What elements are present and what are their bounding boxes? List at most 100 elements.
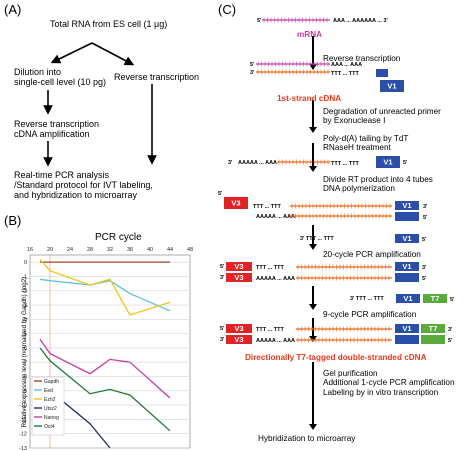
x-tick-label: 16 (27, 247, 33, 253)
chart-title: PCR cycle (95, 232, 142, 243)
x-tick-label: 20 (47, 247, 53, 253)
five-prime-label: 5' (423, 215, 428, 221)
five-prime-label: 5' (220, 326, 225, 332)
panel-c-label: (C) (218, 2, 237, 17)
legend-label: Eed (44, 388, 53, 394)
v3-primer (224, 197, 248, 209)
y-tick-label: -3 (22, 303, 27, 309)
x-tick-label: 24 (67, 247, 73, 253)
flow-arrowhead (309, 244, 317, 250)
v1-primer-label: V1 (402, 234, 411, 243)
cdna-polyT: TTT ... TTT (331, 71, 359, 77)
y-tick-label: -2 (22, 289, 27, 295)
t7-primer (423, 294, 447, 303)
v1-block-label: V1 (402, 324, 411, 333)
legend-label: Oct4 (44, 424, 55, 430)
three-prime-label: 3' (220, 275, 225, 281)
three-prime-label: 3' (448, 327, 453, 333)
y-tick-label: -5 (22, 332, 27, 338)
t7-block-label: T7 (429, 324, 438, 333)
y-tick-label: 0 (24, 260, 27, 266)
step-hybridization: Hybridization to microarray (258, 434, 356, 443)
five-prime-label: 5' (450, 297, 455, 303)
step-9-cycle: 9-cycle PCR amplification (323, 310, 417, 319)
legend-label: Nanog (44, 415, 59, 421)
five-prime-label: 5' (403, 160, 408, 166)
y-tick-label: -11 (19, 417, 27, 423)
five-prime-label: 5' (250, 62, 255, 68)
y-tick-label: -9 (22, 389, 27, 395)
step-polyA-tailing: Poly-d(A) tailing by TdT RNaseH treatment (323, 134, 409, 153)
v3-polyT: TTT ... TTT (256, 265, 284, 271)
series-line-oct4 (39, 347, 171, 432)
x-tick-label: 48 (187, 247, 193, 253)
three-prime-label: 3' (228, 160, 233, 166)
y-tick-label: -7 (22, 360, 27, 366)
v1-primer-label: V1 (403, 294, 412, 303)
three-prime-label: 3' (220, 337, 225, 343)
series-line-ezh2 (39, 258, 171, 316)
five-prime-label: 5' (422, 276, 427, 282)
t7-block (421, 324, 445, 333)
mrna-label: mRNA (297, 30, 323, 39)
v3-polyT: TTT ... TTT (256, 327, 284, 333)
polyA-tail: AAAAA ... AAA (256, 214, 295, 220)
x-tick-label: 32 (107, 247, 113, 253)
y-tick-label: -13 (19, 446, 27, 451)
flow-arrowhead (309, 166, 317, 172)
flow-arrowhead (309, 424, 317, 430)
total-rna-text: Total RNA from ES cell (1 µg) (50, 19, 168, 29)
v1-block (395, 262, 419, 271)
t7-block-complement (421, 335, 445, 344)
three-prime-label: 3' (423, 204, 428, 210)
x-tick-label: 44 (167, 247, 173, 253)
v3-polyT: TTT ... TTT (253, 204, 281, 210)
five-prime-label: 5' (448, 338, 453, 344)
polyA-tail: AAAAA ... AAA (256, 338, 295, 344)
mrna-polyA: AAA ... AAA (331, 62, 362, 68)
v1-block-label: V1 (402, 262, 411, 271)
y-tick-label: -10 (19, 403, 27, 409)
polyT-primer: 3' TTT ... TTT (350, 296, 384, 302)
t7-primer-label: T7 (431, 294, 440, 303)
step-reverse-transcription: Reverse transcription (323, 54, 401, 63)
y-tick-label: -8 (22, 375, 27, 381)
v3-block-complement (226, 335, 252, 344)
x-tick-label: 28 (87, 247, 93, 253)
step-gel-purification: Gel purification Additional 1-cycle PCR a… (323, 369, 455, 397)
v1-primer (395, 234, 419, 243)
step-divide: Divide RT product into 4 tubes DNA polyme… (323, 175, 433, 194)
flow-arrowhead (309, 127, 317, 133)
y-tick-label: -6 (22, 346, 27, 352)
y-tick-label: -12 (19, 432, 27, 438)
legend-label: Utsz2 (44, 406, 57, 412)
final-analysis-text: Real-time PCR analysis/Standard protocol… (14, 170, 153, 201)
v1-tail (376, 69, 388, 77)
polyA-tail: AAAAA ... AAA (238, 160, 277, 166)
v1-primer (395, 201, 419, 210)
panel-a-label: (A) (4, 2, 22, 17)
dilution-text: Dilution into single-cell level (10 pg) (14, 67, 107, 88)
v1-primer (380, 80, 404, 92)
legend-label: Ezh2 (44, 397, 56, 403)
v3-block-complement (226, 273, 252, 282)
three-prime-label: 3' (422, 265, 427, 271)
v1-primer (376, 156, 400, 168)
five-prime-label: 5' (218, 191, 223, 197)
v3-block-complement-label: V3 (234, 335, 243, 344)
v1-block-complement (395, 335, 419, 344)
v3-block (226, 262, 252, 271)
panel-b-label: (B) (4, 213, 22, 228)
mrna-polyA: AAA ... AAAAAA ... 3' (333, 18, 388, 24)
v1-block-complement (395, 273, 419, 282)
series-line-eed (39, 278, 171, 312)
step-degradation: Degradation of unreacted primer by Exonuc… (323, 107, 441, 126)
legend-label: Gapdh (44, 379, 59, 385)
five-prime-label: 5' (257, 18, 262, 24)
flow-arrowhead (309, 64, 317, 70)
five-prime-label: 5' (422, 237, 427, 243)
v3-block (226, 324, 252, 333)
polyA-tail: AAAAA ... AAA (256, 276, 295, 282)
